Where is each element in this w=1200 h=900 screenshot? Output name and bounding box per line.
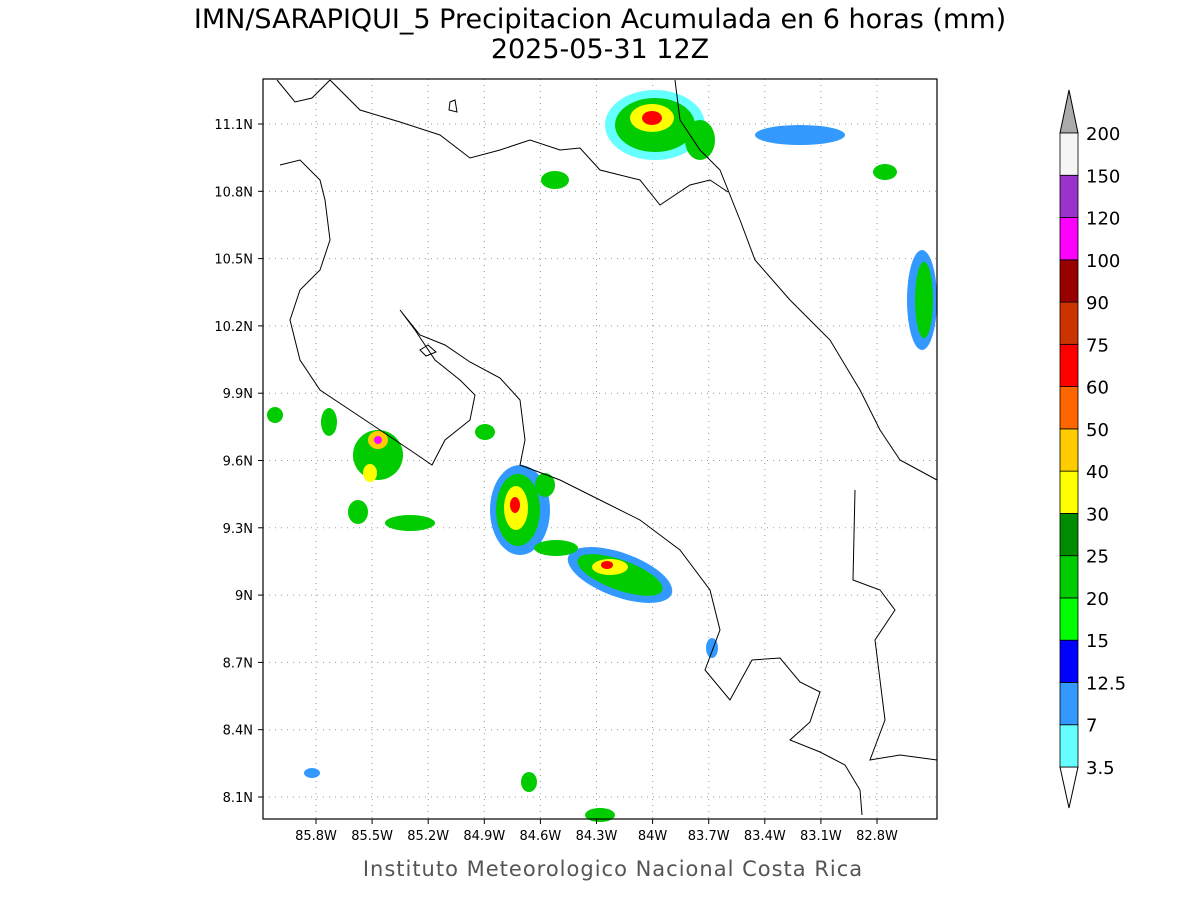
coastline — [852, 489, 938, 761]
lon-label: 85.8W — [295, 829, 337, 844]
colorbar-label: 90 — [1086, 293, 1109, 314]
lat-label: 10.5N — [214, 253, 253, 268]
lat-label: 8.1N — [223, 791, 253, 806]
colorbar-box — [1059, 301, 1079, 345]
lat-label: 10.8N — [214, 185, 253, 200]
colorbar-box — [1059, 724, 1079, 768]
colorbar-label: 60 — [1086, 378, 1109, 399]
colorbar-label: 12.5 — [1086, 673, 1126, 694]
lat-label: 9.9N — [223, 387, 253, 402]
lat-label: 8.4N — [223, 724, 253, 739]
lon-label: 84W — [638, 829, 668, 844]
rain-area — [642, 111, 662, 125]
colorbar-box — [1059, 132, 1079, 176]
lon-label: 84.9W — [463, 829, 505, 844]
lon-label: 82.8W — [856, 829, 898, 844]
colorbar-label: 100 — [1086, 251, 1120, 272]
lat-label: 8.7N — [223, 656, 253, 671]
colorbar-label: 20 — [1086, 589, 1109, 610]
rain-area — [267, 407, 283, 423]
map-frame — [262, 78, 938, 820]
colorbar-label: 3.5 — [1086, 758, 1115, 779]
title: IMN/SARAPIQUI_5 Precipitacion Acumulada … — [194, 4, 1006, 35]
rain-area — [363, 464, 377, 482]
colorbar-box — [1059, 597, 1079, 641]
island — [419, 344, 437, 357]
lat-label: 11.1N — [214, 118, 253, 133]
rain-area — [534, 540, 578, 556]
lat-label: 9.6N — [223, 455, 253, 470]
colorbar-under — [1059, 766, 1079, 809]
rain-area — [685, 120, 715, 160]
lat-label: 10.2N — [214, 320, 253, 335]
rain-area — [510, 497, 520, 513]
map — [258, 78, 938, 824]
colorbar-box — [1059, 174, 1079, 218]
colorbar-label: 120 — [1086, 209, 1120, 230]
rain-area — [873, 164, 897, 180]
coastlines — [276, 79, 938, 816]
lon-label: 83.1W — [800, 829, 842, 844]
colorbar-box — [1059, 343, 1079, 388]
rain-area — [755, 125, 845, 145]
lon-label: 83.7W — [688, 829, 730, 844]
colorbar-box — [1059, 639, 1079, 683]
lon-label: 85.2W — [407, 829, 449, 844]
colorbar-box — [1059, 682, 1079, 726]
colorbar-label: 150 — [1086, 166, 1120, 187]
lon-label: 85.5W — [351, 829, 393, 844]
footer: Instituto Meteorologico Nacional Costa R… — [363, 857, 863, 881]
colorbar-label: 30 — [1086, 504, 1109, 525]
colorbar-box — [1059, 386, 1079, 430]
lon-label: 84.6W — [519, 829, 561, 844]
island — [448, 99, 458, 113]
coastline — [276, 79, 331, 103]
colorbar: 3.5 7 12.5 15 20 25 30 40 50 60 75 90 100 120 150 200 — [1059, 89, 1126, 809]
colorbar-label: 40 — [1086, 462, 1109, 483]
rain-area — [585, 808, 615, 822]
lon-label: 83.4W — [744, 829, 786, 844]
colorbar-label: 75 — [1086, 335, 1109, 356]
coastline — [279, 159, 863, 816]
rain-area — [535, 473, 555, 497]
colorbar-label: 200 — [1086, 124, 1120, 145]
rain-area — [385, 515, 435, 531]
colorbar-box — [1059, 470, 1079, 514]
colorbar-over — [1059, 89, 1079, 134]
precipitation — [267, 90, 937, 822]
rain-area — [321, 408, 337, 436]
rain-area — [304, 768, 320, 778]
rain-area — [475, 424, 495, 440]
lat-label: 9N — [235, 589, 253, 604]
rain-area — [915, 262, 933, 338]
colorbar-label: 50 — [1086, 420, 1109, 441]
colorbar-label: 15 — [1086, 631, 1109, 652]
colorbar-label: 7 — [1086, 716, 1097, 737]
rain-area — [601, 561, 613, 569]
rain-area — [348, 500, 368, 524]
rain-area — [374, 436, 382, 444]
border — [329, 79, 729, 206]
colorbar-box — [1059, 217, 1079, 261]
colorbar-box — [1059, 259, 1079, 303]
coastline — [674, 79, 938, 481]
lat-label: 9.3N — [223, 522, 253, 537]
subtitle: 2025-05-31 12Z — [491, 34, 709, 65]
colorbar-box — [1059, 428, 1079, 472]
colorbar-label: 25 — [1086, 547, 1109, 568]
rain-area — [541, 171, 569, 189]
rain-area — [521, 772, 537, 792]
lon-label: 84.3W — [576, 829, 618, 844]
colorbar-box — [1059, 513, 1079, 557]
colorbar-box — [1059, 555, 1079, 599]
